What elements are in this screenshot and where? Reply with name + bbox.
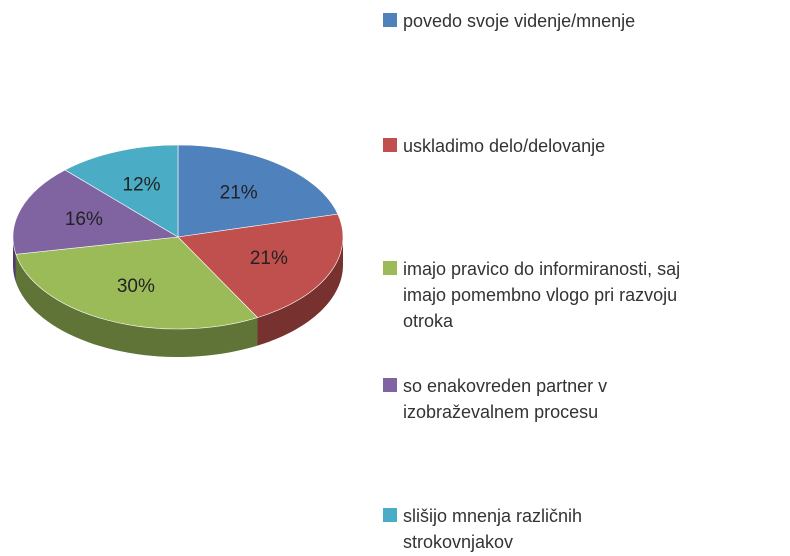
legend-item: uskladimo delo/delovanje	[383, 133, 768, 159]
slice-side	[13, 237, 16, 283]
slice	[177, 144, 339, 238]
slice-side	[257, 237, 343, 346]
legend-swatch	[383, 508, 397, 522]
chart: 21% 21% 30% 16% 12%	[12, 144, 344, 357]
slice	[64, 144, 179, 238]
slice	[177, 213, 344, 318]
legend-label: slišijo mnenja različnih strokovnjakov	[403, 506, 583, 552]
legend-swatch	[383, 13, 397, 27]
legend-label: so enakovreden partner v izobraževalnem …	[403, 376, 608, 422]
legend-item: slišijo mnenja različnih strokovnjakov	[383, 503, 643, 555]
legend-label: uskladimo delo/delovanje	[403, 136, 606, 156]
data-label: 21%	[220, 182, 258, 203]
data-label: 12%	[123, 175, 161, 196]
legend-swatch	[383, 378, 397, 392]
legend-swatch	[383, 261, 397, 275]
data-label: 21%	[250, 248, 288, 269]
legend-swatch	[383, 138, 397, 152]
legend-label: povedo svoje videnje/mnenje	[403, 11, 636, 31]
slice-side	[15, 254, 258, 357]
legend-item: povedo svoje videnje/mnenje	[383, 8, 768, 34]
slice	[12, 169, 179, 255]
slice	[15, 236, 259, 330]
legend-label: imajo pravico do informiranosti, saj ima…	[403, 259, 681, 331]
data-label: 30%	[117, 276, 155, 297]
data-label: 16%	[65, 209, 103, 230]
legend-item: so enakovreden partner v izobraževalnem …	[383, 373, 643, 425]
legend-item: imajo pravico do informiranosti, saj ima…	[383, 256, 723, 334]
